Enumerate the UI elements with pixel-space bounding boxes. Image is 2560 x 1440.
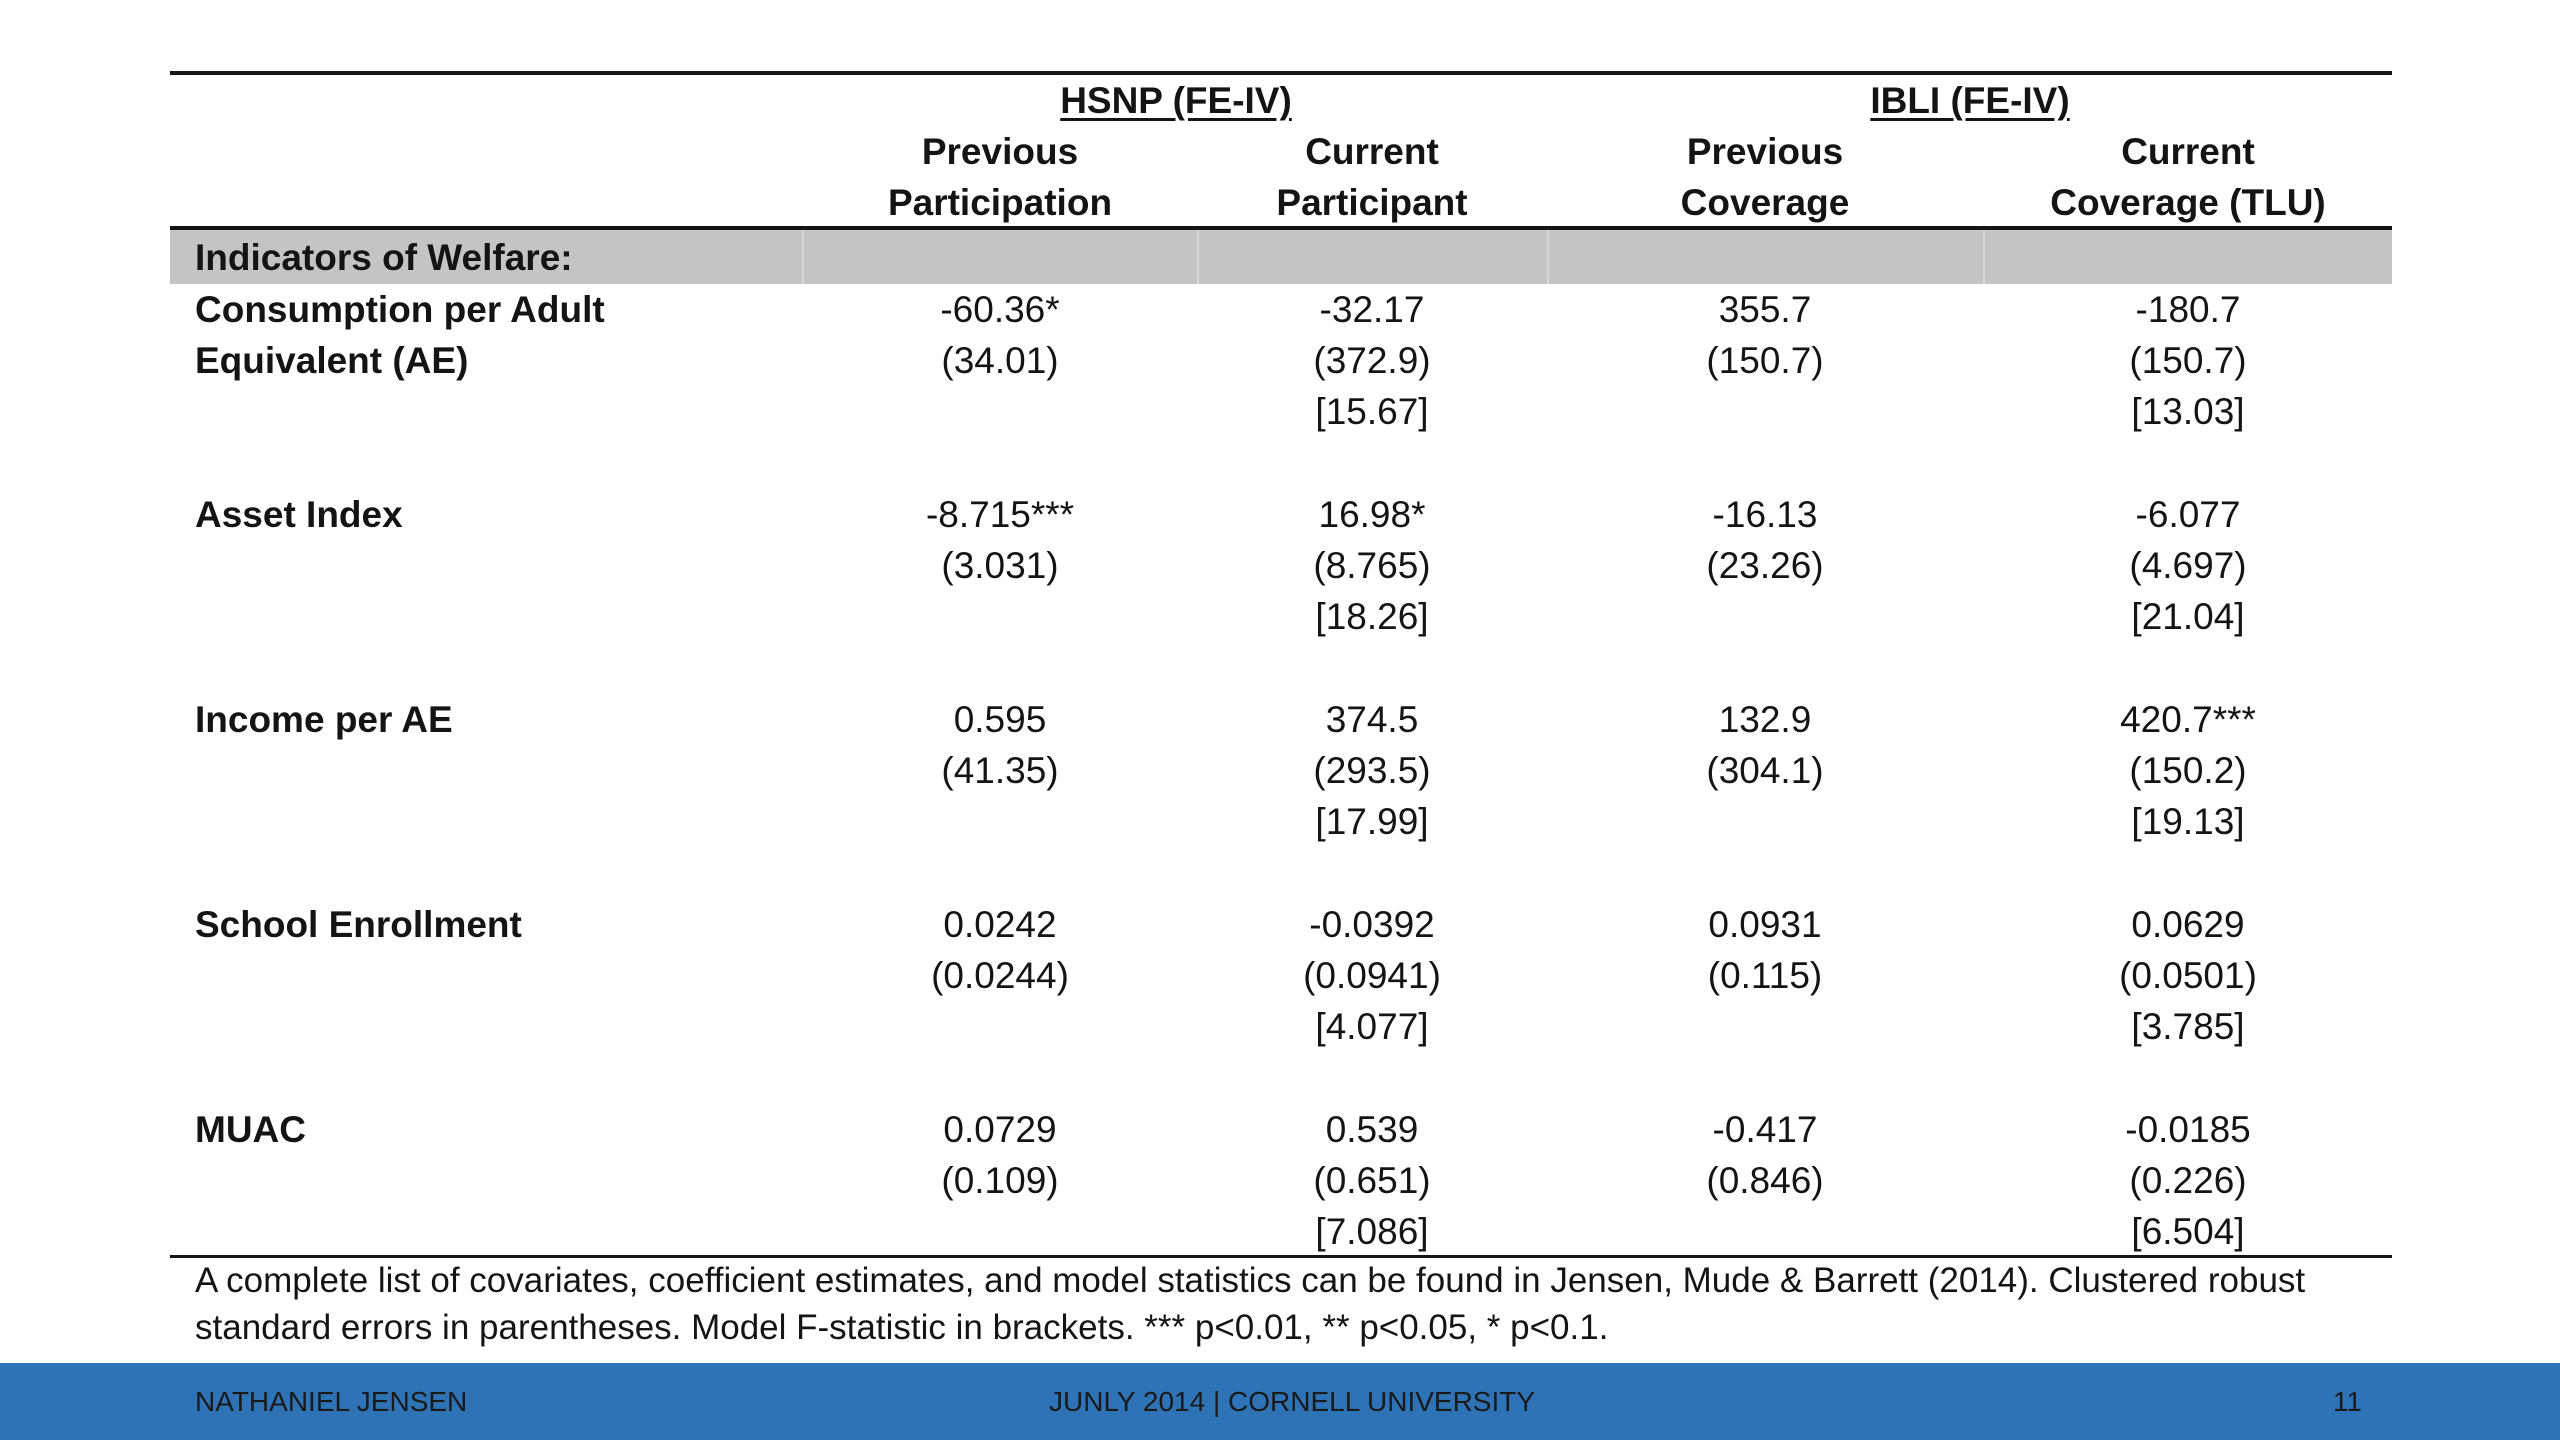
column-header-line1: Previous [921, 131, 1079, 172]
coefficient-cell: 0.0931 [1708, 904, 1822, 945]
std-error-cell: (150.7) [1706, 340, 1824, 381]
band-separator [1547, 230, 1549, 284]
row-label: Income per AE [195, 699, 453, 740]
f-statistic-cell: [19.13] [2131, 801, 2245, 842]
std-error-cell: (0.226) [2129, 1160, 2247, 1201]
footer-event: JUNLY 2014 | CORNELL UNIVERSITY [1049, 1386, 1536, 1417]
std-error-cell: (3.031) [941, 545, 1059, 586]
std-error-cell: (4.697) [2129, 545, 2247, 586]
f-statistic-cell: [7.086] [1315, 1211, 1429, 1252]
row-label: Consumption per Adult [195, 289, 605, 330]
std-error-cell: (372.9) [1313, 340, 1431, 381]
std-error-cell: (150.7) [2129, 340, 2247, 381]
std-error-cell: (0.0941) [1303, 955, 1441, 996]
coefficient-cell: -60.36* [940, 289, 1060, 330]
coefficient-cell: -32.17 [1319, 289, 1425, 330]
std-error-cell: (293.5) [1313, 750, 1431, 791]
group-header-hsnp: HSNP (FE-IV) [1060, 80, 1292, 121]
std-error-cell: (34.01) [941, 340, 1059, 381]
std-error-cell: (0.651) [1313, 1160, 1431, 1201]
row-label: Asset Index [195, 494, 403, 535]
band-separator [1983, 230, 1985, 284]
band-separator [1197, 230, 1199, 284]
coefficient-cell: 0.0242 [943, 904, 1057, 945]
coefficient-cell: -0.0185 [2125, 1109, 2251, 1150]
std-error-cell: (0.0501) [2119, 955, 2257, 996]
coefficient-cell: 355.7 [1718, 289, 1812, 330]
f-statistic-cell: [4.077] [1315, 1006, 1429, 1047]
row-label: Equivalent (AE) [195, 340, 469, 381]
std-error-cell: (0.115) [1707, 955, 1823, 996]
column-header-line2: Coverage (TLU) [2050, 182, 2326, 223]
std-error-cell: (0.846) [1706, 1160, 1824, 1201]
group-header-ibli: IBLI (FE-IV) [1870, 80, 2070, 121]
table-bottom-rule [170, 1255, 2392, 1258]
table-top-rule [170, 71, 2392, 75]
std-error-cell: (41.35) [941, 750, 1059, 791]
coefficient-cell: -16.13 [1712, 494, 1818, 535]
column-header-line1: Current [1305, 131, 1439, 172]
std-error-cell: (0.109) [941, 1160, 1059, 1201]
f-statistic-cell: [17.99] [1315, 801, 1429, 842]
column-header-line2: Coverage [1680, 182, 1850, 223]
coefficient-cell: -180.7 [2135, 289, 2241, 330]
f-statistic-cell: [3.785] [2131, 1006, 2245, 1047]
std-error-cell: (23.26) [1706, 545, 1824, 586]
band-separator [802, 230, 804, 284]
f-statistic-cell: [18.26] [1315, 596, 1429, 637]
f-statistic-cell: [13.03] [2131, 391, 2245, 432]
section-label: Indicators of Welfare: [195, 237, 573, 278]
coefficient-cell: 420.7*** [2120, 699, 2256, 740]
table-note: standard errors in parentheses. Model F-… [195, 1308, 1609, 1347]
coefficient-cell: -0.0392 [1309, 904, 1435, 945]
column-header-line2: Participation [887, 182, 1113, 223]
coefficient-cell: 0.0629 [2131, 904, 2245, 945]
coefficient-cell: -0.417 [1712, 1109, 1818, 1150]
coefficient-cell: 16.98* [1318, 494, 1426, 535]
f-statistic-cell: [15.67] [1315, 391, 1429, 432]
coefficient-cell: 0.595 [953, 699, 1047, 740]
coefficient-cell: 0.0729 [943, 1109, 1057, 1150]
coefficient-cell: 0.539 [1325, 1109, 1419, 1150]
row-label: MUAC [195, 1109, 306, 1150]
column-header-line1: Current [2121, 131, 2255, 172]
coefficient-cell: -6.077 [2135, 494, 2241, 535]
coefficient-cell: -8.715*** [925, 494, 1075, 535]
footer-bar: NATHANIEL JENSEN JUNLY 2014 | CORNELL UN… [0, 1363, 2560, 1440]
table-header-rule [170, 226, 2392, 230]
table-note: A complete list of covariates, coefficie… [195, 1261, 2306, 1300]
std-error-cell: (0.0244) [931, 955, 1069, 996]
std-error-cell: (304.1) [1706, 750, 1824, 791]
footer-author: NATHANIEL JENSEN [195, 1386, 468, 1417]
std-error-cell: (8.765) [1313, 545, 1431, 586]
column-header-line2: Participant [1276, 182, 1468, 223]
page-number: 11 [2332, 1386, 2362, 1417]
std-error-cell: (150.2) [2129, 750, 2247, 791]
f-statistic-cell: [6.504] [2131, 1211, 2245, 1252]
coefficient-cell: 374.5 [1325, 699, 1419, 740]
row-label: School Enrollment [195, 904, 522, 945]
section-band [170, 230, 2392, 284]
column-header-line1: Previous [1686, 131, 1844, 172]
coefficient-cell: 132.9 [1718, 699, 1812, 740]
f-statistic-cell: [21.04] [2131, 596, 2245, 637]
